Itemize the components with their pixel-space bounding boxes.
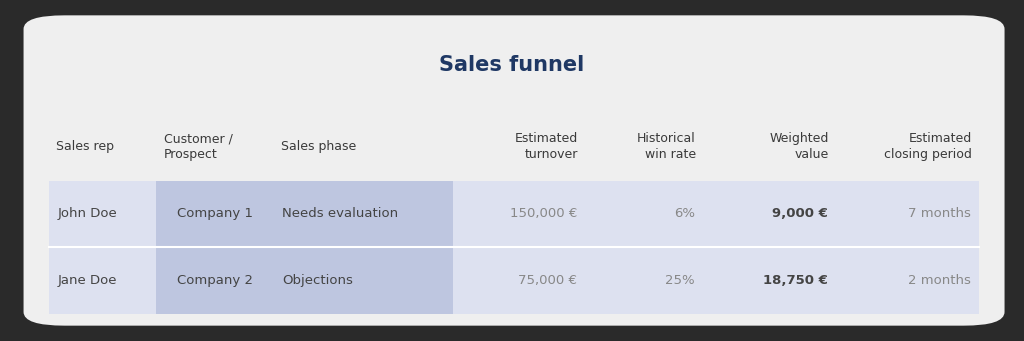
FancyBboxPatch shape <box>49 181 979 247</box>
Text: John Doe: John Doe <box>57 207 117 221</box>
Text: Sales rep: Sales rep <box>56 140 115 153</box>
Text: 150,000 €: 150,000 € <box>510 207 578 221</box>
FancyBboxPatch shape <box>157 181 274 247</box>
Text: Historical
win rate: Historical win rate <box>637 132 696 161</box>
Text: 2 months: 2 months <box>908 274 971 287</box>
Text: Needs evaluation: Needs evaluation <box>283 207 398 221</box>
Text: Sales funnel: Sales funnel <box>439 55 585 75</box>
Text: Sales phase: Sales phase <box>282 140 356 153</box>
Text: Company 2: Company 2 <box>177 274 253 287</box>
Text: Estimated
closing period: Estimated closing period <box>884 132 972 161</box>
Text: 6%: 6% <box>674 207 695 221</box>
FancyBboxPatch shape <box>49 247 979 314</box>
Text: Jane Doe: Jane Doe <box>57 274 117 287</box>
Text: Estimated
turnover: Estimated turnover <box>515 132 579 161</box>
Text: 75,000 €: 75,000 € <box>518 274 578 287</box>
FancyBboxPatch shape <box>157 247 274 314</box>
FancyBboxPatch shape <box>274 247 453 314</box>
Text: 18,750 €: 18,750 € <box>763 274 827 287</box>
FancyBboxPatch shape <box>24 15 1005 326</box>
Text: Objections: Objections <box>283 274 353 287</box>
Text: 25%: 25% <box>666 274 695 287</box>
Text: 9,000 €: 9,000 € <box>772 207 827 221</box>
Text: Company 1: Company 1 <box>177 207 253 221</box>
Text: Weighted
value: Weighted value <box>769 132 828 161</box>
FancyBboxPatch shape <box>274 181 453 247</box>
Text: 7 months: 7 months <box>908 207 971 221</box>
Text: Customer /
Prospect: Customer / Prospect <box>164 132 232 161</box>
